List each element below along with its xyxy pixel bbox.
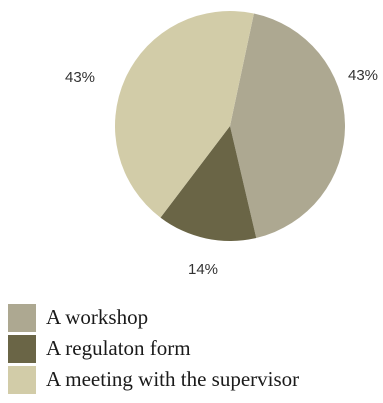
- legend-swatch-meeting-supervisor: [8, 365, 36, 394]
- legend-swatch-workshop: [8, 303, 36, 332]
- pie-label-regulation-form: 14%: [188, 261, 218, 278]
- pie-slice-meeting-supervisor: [114, 10, 254, 218]
- pie-slice-workshop: [230, 13, 345, 238]
- legend-swatch-regulation-form: [8, 334, 36, 363]
- legend-label-meeting-supervisor: A meeting with the supervisor: [46, 367, 300, 391]
- legend-label-workshop: A workshop: [46, 305, 149, 329]
- legend-label-regulation-form: A regulaton form: [46, 336, 191, 360]
- legend-item-regulation-form: A regulaton form: [8, 333, 299, 364]
- pie-label-workshop: 43%: [348, 67, 378, 84]
- pie-slice-regulation-form: [160, 126, 257, 241]
- chart-legend: A workshop A regulaton form A meeting wi…: [8, 302, 299, 395]
- pie-chart: 43% 14% 43%: [65, 10, 378, 278]
- legend-item-meeting-supervisor: A meeting with the supervisor: [8, 364, 299, 395]
- pie-label-meeting-supervisor: 43%: [65, 69, 95, 86]
- legend-item-workshop: A workshop: [8, 302, 299, 333]
